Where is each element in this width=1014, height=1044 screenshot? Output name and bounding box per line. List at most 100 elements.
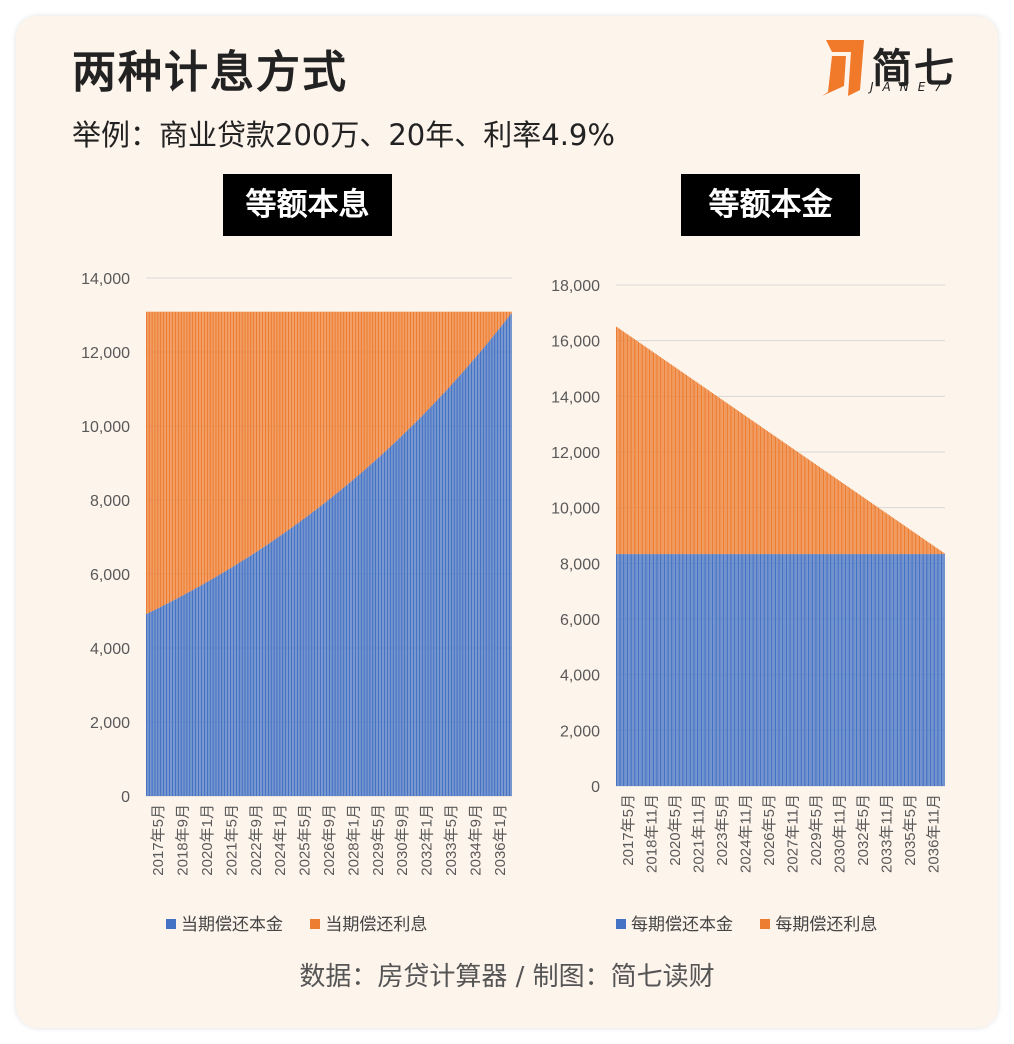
bar-principal [810, 554, 812, 786]
bar-interest [507, 311, 509, 318]
bar-principal [940, 554, 943, 786]
bar-principal [283, 533, 285, 796]
bar-principal [705, 554, 707, 786]
bar-principal [673, 554, 675, 786]
bar-interest [866, 500, 868, 555]
bar-interest [710, 392, 712, 555]
bar-principal [202, 584, 204, 796]
bar-principal [690, 554, 692, 786]
bar-principal [223, 571, 226, 796]
bar-interest [727, 403, 729, 555]
bar-interest [159, 311, 161, 608]
bar-principal [766, 554, 768, 786]
bar-interest [624, 332, 626, 555]
bar-principal [158, 607, 160, 796]
bar-principal [907, 554, 910, 786]
bar-interest [621, 330, 623, 555]
bar-interest [324, 311, 326, 503]
bar-interest [668, 362, 670, 555]
bar-interest [373, 311, 375, 462]
bar-principal [843, 554, 845, 786]
bar-interest [787, 445, 789, 555]
bar-principal [713, 554, 715, 786]
bar-interest [703, 387, 705, 555]
bar-interest [762, 428, 764, 555]
bar-principal [707, 554, 709, 786]
bar-interest [755, 423, 757, 555]
bar-interest [316, 311, 319, 509]
bar-interest [788, 446, 790, 555]
bar-interest [242, 311, 244, 561]
bar-principal [842, 554, 844, 786]
bar-interest [397, 311, 399, 440]
bar-interest [775, 436, 777, 555]
bar-interest [449, 311, 451, 387]
bar-interest [742, 413, 744, 555]
bar-interest [390, 311, 392, 447]
bar-principal [200, 585, 203, 796]
bar-interest [738, 411, 740, 555]
bar-principal [666, 554, 668, 786]
bar-principal [798, 554, 800, 786]
bar-principal [176, 598, 178, 796]
bar-principal [405, 431, 407, 796]
x-tick-label: 2023年5月 [714, 794, 731, 866]
bar-interest [897, 520, 899, 555]
bar-principal [150, 611, 152, 796]
bar-principal [184, 594, 186, 796]
bar-principal [702, 554, 704, 786]
bar-interest [880, 509, 882, 555]
bar-principal [487, 342, 489, 796]
y-tick-label: 16,000 [551, 334, 600, 351]
y-tick-label: 4,000 [560, 668, 600, 685]
bar-interest [431, 311, 433, 406]
bar-principal [814, 554, 816, 786]
bar-interest [884, 512, 886, 555]
bar-principal [898, 554, 900, 786]
bar-interest [239, 311, 241, 563]
bar-principal [669, 554, 671, 786]
bar-interest [210, 311, 212, 580]
bar-interest [709, 391, 711, 555]
bar-interest [888, 515, 890, 555]
bar-interest [653, 352, 655, 555]
bar-principal [339, 490, 341, 796]
bar-interest [357, 311, 360, 476]
bar-interest [386, 311, 389, 450]
bar-interest [616, 326, 618, 555]
bar-principal [469, 363, 471, 796]
bar-interest [213, 311, 215, 579]
bar-interest [877, 507, 879, 555]
bar-interest [231, 311, 233, 568]
bar-interest [202, 311, 204, 585]
bar-interest [505, 311, 508, 320]
bar-interest [772, 434, 774, 555]
bar-interest [304, 311, 306, 518]
bar-interest [717, 396, 719, 555]
bar-interest [685, 375, 688, 555]
bar-principal [618, 554, 620, 786]
bar-principal [711, 554, 714, 786]
bar-principal [460, 374, 462, 796]
bar-interest [943, 553, 945, 555]
bar-principal [257, 550, 259, 796]
bar-principal [654, 554, 656, 786]
bar-interest [444, 311, 447, 392]
bar-principal [162, 605, 165, 796]
bar-interest [368, 311, 370, 466]
bar-interest [200, 311, 203, 586]
bar-principal [681, 554, 683, 786]
bar-principal [632, 554, 634, 786]
bar-principal [720, 554, 722, 786]
bar-interest [277, 311, 279, 538]
bar-principal [732, 554, 734, 786]
bar-interest [809, 460, 811, 555]
bar-interest [646, 347, 648, 555]
bar-principal [650, 554, 652, 786]
bar-interest [633, 339, 635, 555]
bar-principal [152, 610, 154, 796]
bar-principal [438, 397, 441, 796]
bar-interest [849, 487, 851, 555]
y-tick-label: 10,000 [81, 419, 130, 436]
bar-principal [620, 554, 622, 786]
